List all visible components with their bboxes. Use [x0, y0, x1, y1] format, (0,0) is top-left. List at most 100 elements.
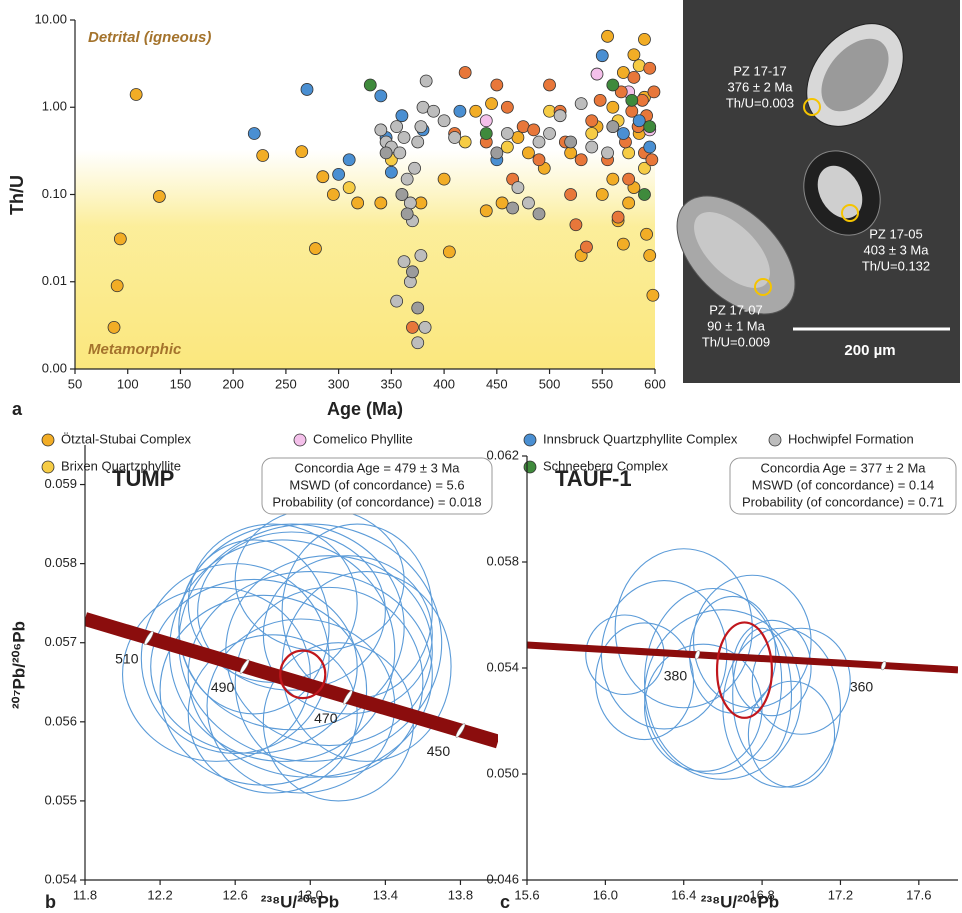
data-point: [607, 173, 619, 185]
data-point: [570, 219, 582, 231]
info-line: Concordia Age = 479 ± 3 Ma: [294, 460, 460, 475]
data-point: [554, 110, 566, 122]
data-point: [443, 246, 455, 258]
data-point: [248, 128, 260, 140]
data-point: [480, 205, 492, 217]
data-point: [623, 173, 635, 185]
data-point: [594, 94, 606, 106]
data-point: [647, 289, 659, 301]
data-point: [522, 197, 534, 209]
x-tick-label: 150: [170, 376, 192, 391]
y-tick-label: 1.00: [42, 99, 67, 114]
data-point: [644, 62, 656, 74]
x-tick-label: 16.0: [593, 887, 618, 902]
legend-label: Hochwipfel Formation: [788, 431, 914, 446]
legend-label: Innsbruck Quartzphyllite Complex: [543, 431, 738, 446]
legend-marker: [524, 461, 536, 473]
y-tick-label: 10.00: [34, 11, 67, 26]
cl-image-panel: PZ 17-17 376 ± 2 Ma Th/U=0.003 PZ 17-05 …: [655, 0, 960, 383]
data-point: [607, 121, 619, 133]
error-ellipse: [723, 628, 841, 787]
data-point: [623, 197, 635, 209]
data-point: [646, 154, 658, 166]
data-point: [512, 182, 524, 194]
data-point: [420, 75, 432, 87]
data-point: [470, 105, 482, 117]
data-point: [296, 146, 308, 158]
data-point: [153, 190, 165, 202]
grain-label: PZ 17-17: [733, 63, 786, 78]
x-tick-label: 200: [222, 376, 244, 391]
x-axis-title: Age (Ma): [327, 399, 403, 419]
data-point: [375, 197, 387, 209]
data-point: [375, 90, 387, 102]
x-tick-label: 11.8: [73, 887, 97, 902]
data-point: [391, 121, 403, 133]
data-point: [501, 128, 513, 140]
legend-marker: [42, 461, 54, 473]
data-point: [591, 68, 603, 80]
data-point: [391, 295, 403, 307]
panel-label: a: [12, 399, 23, 419]
data-point: [385, 166, 397, 178]
panel-label: c: [500, 892, 510, 912]
y-tick-label: 0.058: [486, 553, 519, 568]
legend-marker: [769, 434, 781, 446]
data-point: [396, 110, 408, 122]
data-point: [111, 280, 123, 292]
data-point: [412, 302, 424, 314]
data-point: [533, 208, 545, 220]
data-point: [419, 321, 431, 333]
y-axis-title: Th/U: [7, 175, 27, 215]
grain-ratio: Th/U=0.009: [702, 334, 770, 349]
y-tick-label: 0.00: [42, 360, 67, 375]
x-tick-label: 250: [275, 376, 297, 391]
data-point: [309, 243, 321, 255]
y-tick-label: 0.050: [486, 765, 519, 780]
data-point: [638, 33, 650, 45]
info-line: MSWD (of concordance) = 0.14: [752, 477, 934, 492]
x-tick-label: 100: [117, 376, 139, 391]
grain-age: 376 ± 2 Ma: [728, 79, 794, 94]
data-point: [633, 60, 645, 72]
data-point: [401, 173, 413, 185]
age-label: 470: [314, 710, 338, 726]
x-tick-label: 12.6: [223, 887, 248, 902]
grain-label: PZ 17-05: [869, 226, 922, 241]
age-label: 380: [664, 667, 688, 683]
x-tick-label: 300: [328, 376, 350, 391]
data-point: [398, 256, 410, 268]
data-point: [327, 189, 339, 201]
data-point: [533, 136, 545, 148]
annotation: Metamorphic: [88, 341, 182, 358]
data-point: [533, 154, 545, 166]
data-point: [575, 154, 587, 166]
x-tick-label: 550: [591, 376, 613, 391]
y-tick-label: 0.057: [44, 634, 77, 649]
data-point: [617, 128, 629, 140]
data-point: [565, 136, 577, 148]
y-tick-label: 0.054: [44, 871, 77, 886]
data-point: [501, 101, 513, 113]
x-tick-label: 16.8: [749, 887, 774, 902]
y-tick-label: 0.059: [44, 476, 77, 491]
metamorphic-zone: [75, 150, 655, 369]
y-tick-label: 0.055: [44, 792, 77, 807]
data-point: [565, 189, 577, 201]
data-point: [486, 98, 498, 110]
x-tick-label: 50: [68, 376, 82, 391]
data-point: [633, 115, 645, 127]
data-point: [454, 105, 466, 117]
y-tick-label: 0.01: [42, 273, 67, 288]
data-point: [398, 132, 410, 144]
legend-label: Schneeberg Complex: [543, 458, 669, 473]
data-point: [522, 147, 534, 159]
x-tick-label: 17.2: [828, 887, 853, 902]
legend-label: Brixen Quartzphyllite: [61, 458, 181, 473]
data-point: [517, 121, 529, 133]
x-tick-label: 12.2: [147, 887, 172, 902]
grain-ratio: Th/U=0.003: [726, 95, 794, 110]
y-tick-label: 0.054: [486, 659, 519, 674]
panel-label: b: [45, 892, 56, 912]
x-tick-label: 17.6: [906, 887, 931, 902]
